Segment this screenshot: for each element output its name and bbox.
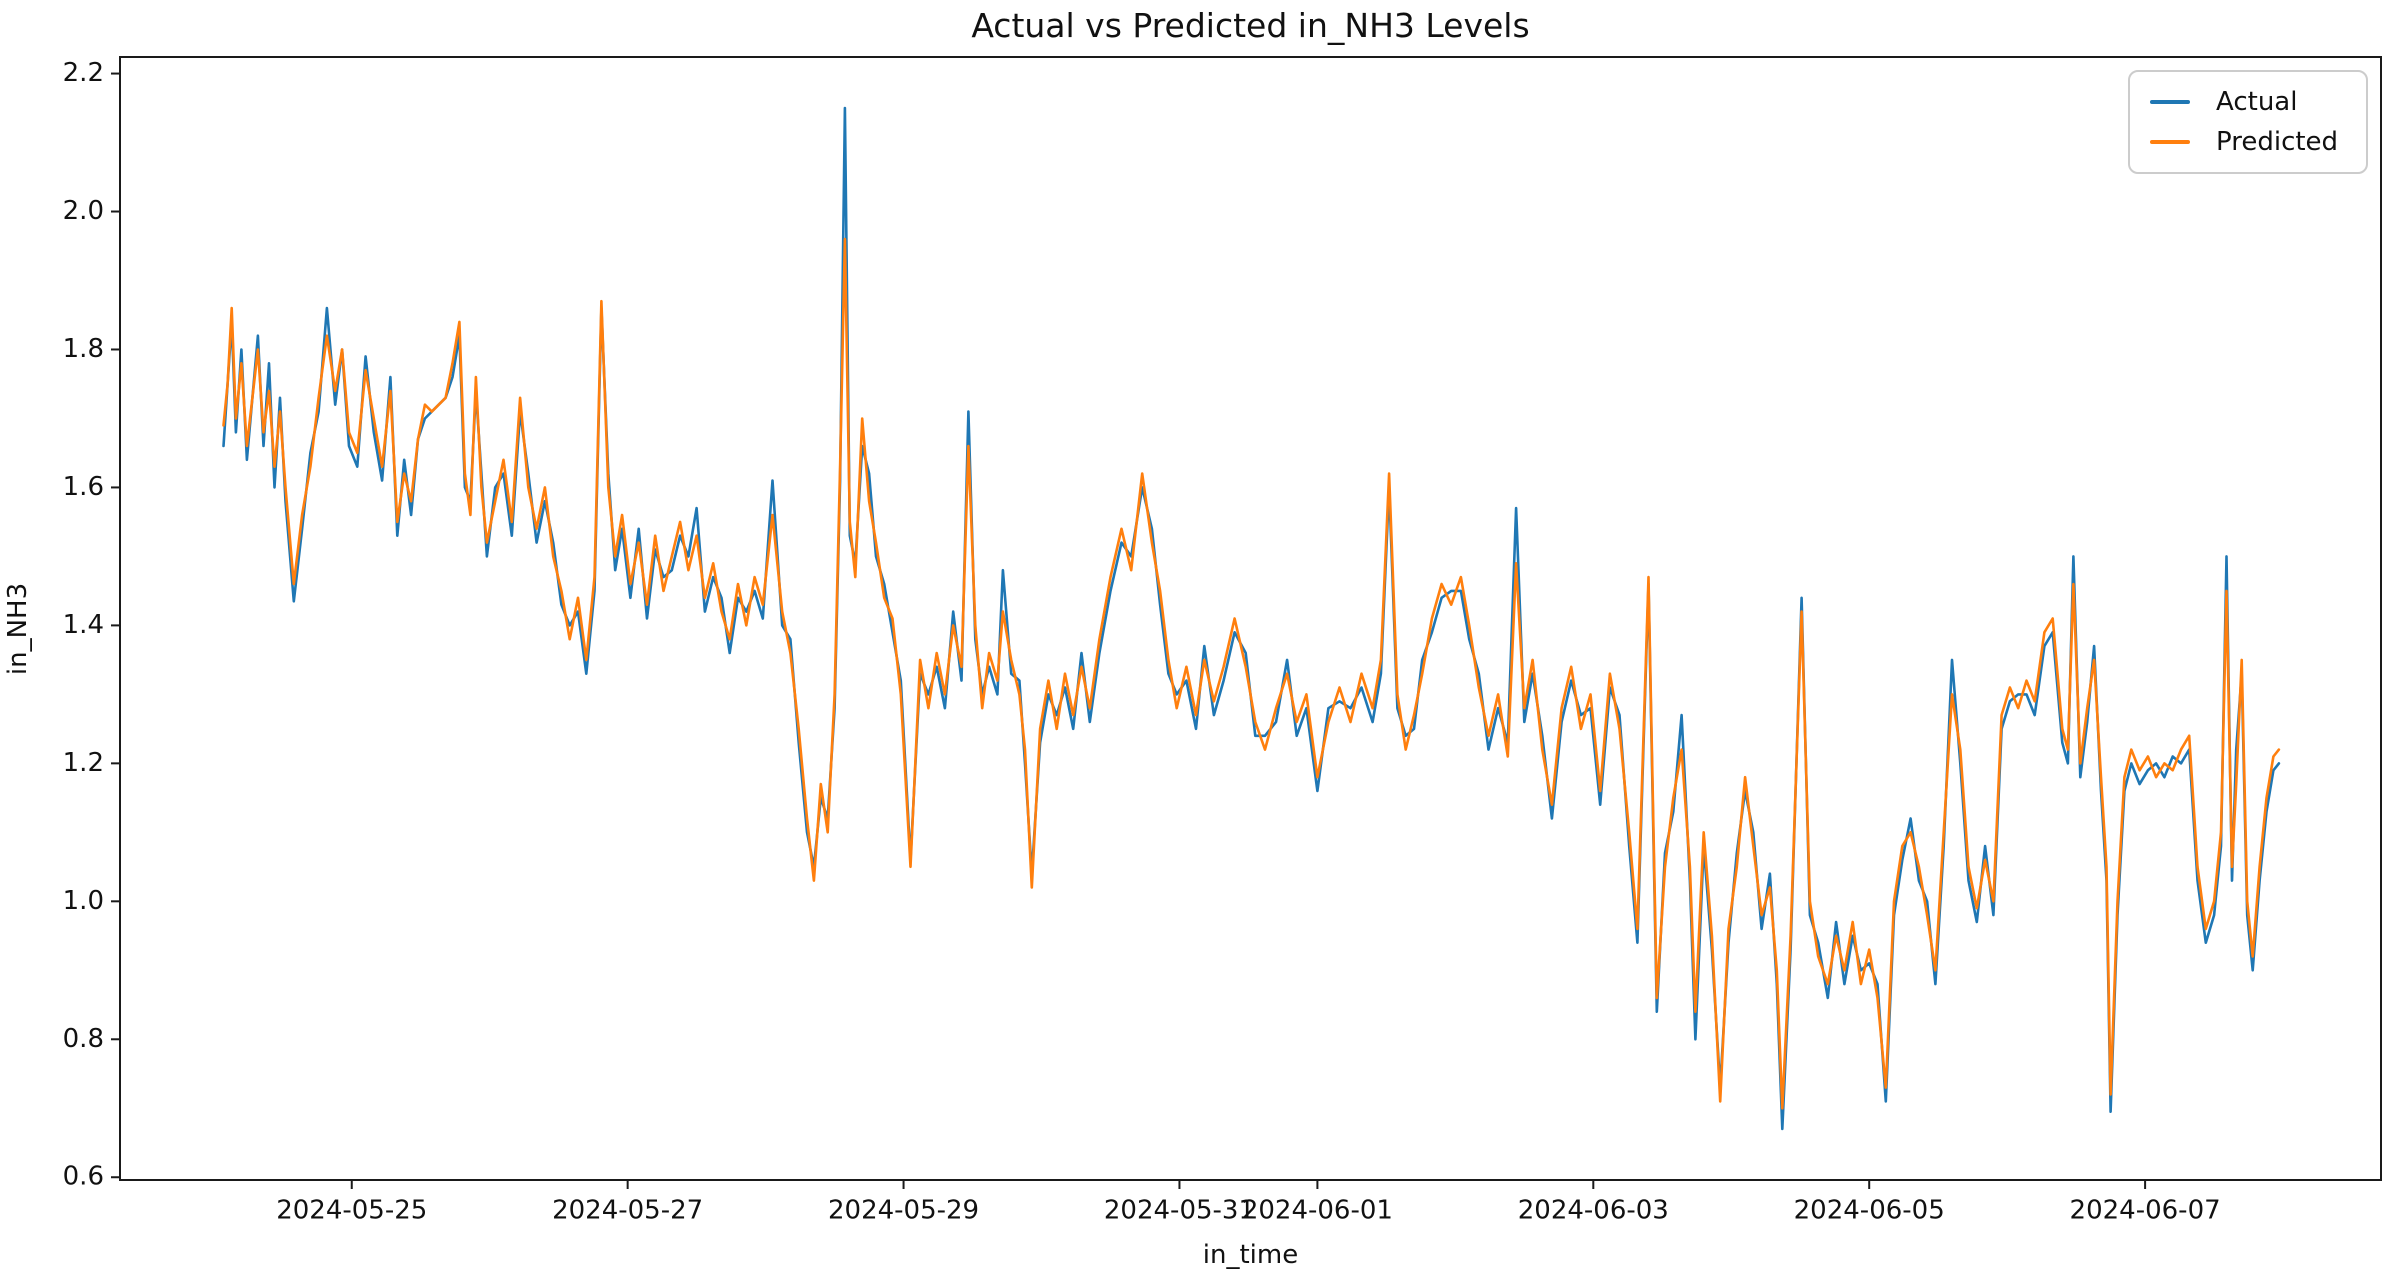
y-tick-label: 0.8 [63,1024,104,1054]
y-tick-label: 1.6 [63,472,104,502]
x-tick-label: 2024-06-05 [1794,1195,1945,1225]
y-tick-label: 1.4 [63,610,104,640]
y-tick-label: 0.6 [63,1162,104,1192]
x-axis-label: in_time [1202,1240,1299,1270]
x-tick-label: 2024-05-31 [1104,1195,1255,1225]
actual-line-swatch [2150,99,2190,104]
x-tick-label: 2024-06-07 [2070,1195,2221,1225]
x-tick-label: 2024-05-29 [828,1195,979,1225]
predicted-line-swatch [2150,140,2190,145]
y-axis-label: in_NH3 [3,582,33,676]
y-tick-label: 1.2 [63,748,104,778]
chart-title: Actual vs Predicted in_NH3 Levels [971,6,1530,45]
legend-entry-actual: Actual [2130,87,2366,117]
legend-label-predicted: Predicted [2216,127,2339,158]
x-tick-label: 2024-06-03 [1518,1195,1669,1225]
y-tick-label: 1.8 [63,334,104,364]
legend: Actual Predicted [2128,70,2368,174]
y-tick-label: 2.2 [63,58,104,88]
y-tick-label: 2.0 [63,196,104,226]
legend-label-actual: Actual [2216,86,2298,117]
legend-entry-predicted: Predicted [2130,127,2366,157]
x-tick-label: 2024-06-01 [1242,1195,1393,1225]
series-line-predicted [222,237,2281,1110]
y-tick-label: 1.0 [63,886,104,916]
axes-frame [119,56,2382,1181]
x-tick-label: 2024-05-25 [276,1195,427,1225]
x-tick-label: 2024-05-27 [552,1195,703,1225]
series-line-actual [222,106,2281,1131]
